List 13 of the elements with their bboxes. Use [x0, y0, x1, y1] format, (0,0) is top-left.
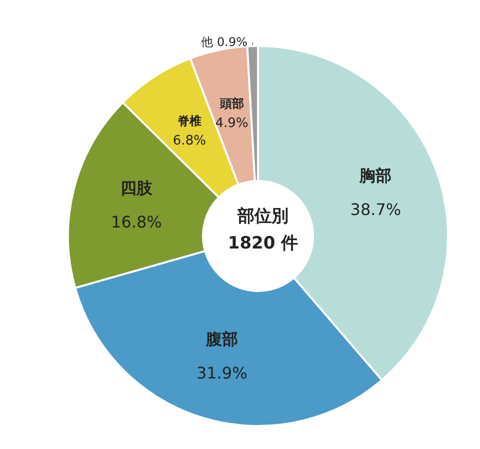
- data-label: 38.7%: [350, 200, 402, 219]
- text: 部位別: [236, 206, 288, 226]
- data-label: 16.8%: [111, 212, 162, 232]
- text: 1820 件: [228, 234, 298, 254]
- data-label: 6.8%: [172, 133, 206, 148]
- slice-label: 腹部: [204, 330, 238, 349]
- slice-label: 脊椎: [177, 114, 202, 128]
- data-label: 31.9%: [196, 364, 248, 383]
- slice-label: 他 0.9%: [201, 35, 248, 50]
- slice-label: 頭部: [218, 96, 244, 110]
- data-label: 4.9%: [215, 116, 248, 131]
- slice-label: 四肢: [120, 178, 154, 198]
- slice-label: 胸部: [358, 166, 392, 185]
